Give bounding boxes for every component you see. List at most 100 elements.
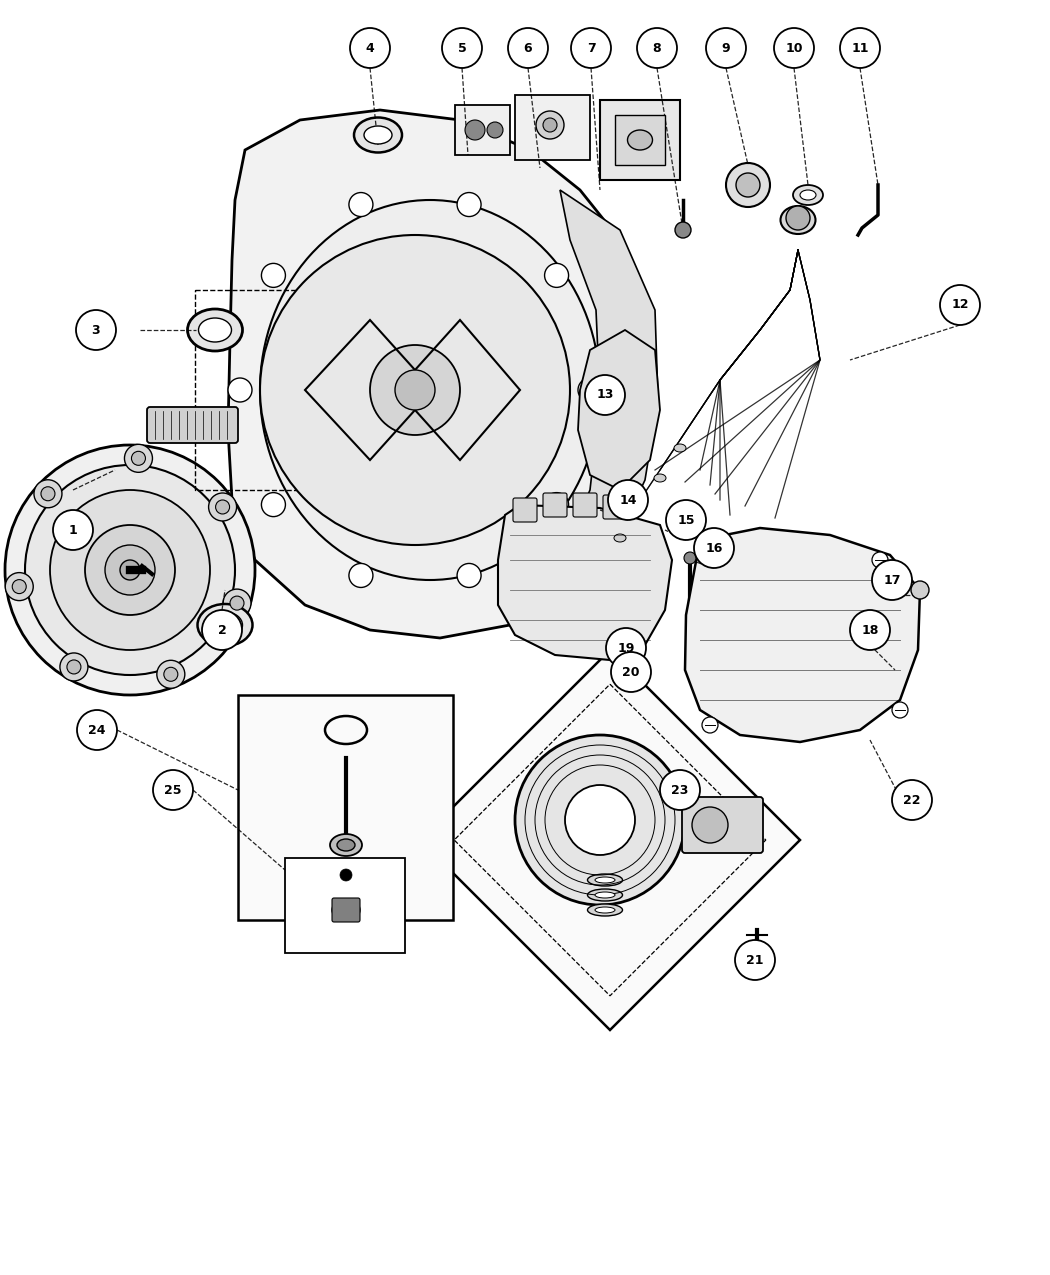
Circle shape — [50, 490, 210, 650]
Circle shape — [578, 377, 602, 402]
FancyBboxPatch shape — [147, 407, 238, 442]
Circle shape — [702, 717, 718, 733]
Circle shape — [105, 544, 155, 595]
Circle shape — [508, 28, 548, 68]
Circle shape — [786, 207, 810, 230]
Circle shape — [153, 770, 193, 810]
Circle shape — [261, 264, 286, 287]
FancyBboxPatch shape — [514, 96, 590, 159]
Ellipse shape — [595, 892, 615, 898]
Polygon shape — [228, 110, 655, 638]
Ellipse shape — [780, 207, 816, 235]
Circle shape — [735, 940, 775, 980]
Circle shape — [5, 572, 34, 601]
Text: 25: 25 — [164, 784, 182, 797]
Circle shape — [215, 500, 230, 514]
Circle shape — [911, 581, 929, 599]
Circle shape — [707, 542, 723, 558]
Text: 9: 9 — [721, 42, 731, 55]
Circle shape — [675, 222, 691, 238]
Text: 14: 14 — [620, 493, 636, 506]
Circle shape — [76, 310, 116, 351]
Circle shape — [442, 28, 482, 68]
Circle shape — [543, 119, 556, 133]
Circle shape — [850, 609, 890, 650]
Circle shape — [706, 28, 746, 68]
Circle shape — [13, 580, 26, 594]
Circle shape — [230, 597, 244, 611]
Text: 5: 5 — [458, 42, 466, 55]
Circle shape — [545, 264, 569, 287]
Ellipse shape — [628, 130, 652, 150]
Circle shape — [223, 589, 251, 617]
Circle shape — [120, 560, 140, 580]
Circle shape — [726, 163, 770, 207]
Circle shape — [60, 653, 88, 681]
Ellipse shape — [595, 877, 615, 884]
Circle shape — [395, 370, 435, 411]
Polygon shape — [420, 650, 800, 1030]
Ellipse shape — [595, 907, 615, 913]
Circle shape — [261, 492, 286, 516]
Ellipse shape — [800, 190, 816, 200]
Text: 22: 22 — [903, 793, 921, 807]
Text: 1: 1 — [68, 524, 78, 537]
Circle shape — [632, 664, 644, 676]
Circle shape — [940, 286, 980, 325]
Text: 19: 19 — [617, 641, 634, 654]
FancyBboxPatch shape — [285, 858, 405, 952]
Circle shape — [209, 493, 236, 521]
FancyBboxPatch shape — [543, 493, 567, 516]
Circle shape — [514, 734, 685, 905]
Circle shape — [684, 552, 696, 564]
Circle shape — [585, 375, 625, 414]
Text: 7: 7 — [587, 42, 595, 55]
Circle shape — [536, 111, 564, 139]
Ellipse shape — [674, 444, 686, 453]
Circle shape — [52, 510, 93, 550]
Ellipse shape — [197, 604, 252, 646]
Circle shape — [228, 377, 252, 402]
Circle shape — [752, 963, 762, 972]
Text: 8: 8 — [653, 42, 662, 55]
FancyBboxPatch shape — [455, 105, 510, 156]
Text: 4: 4 — [365, 42, 375, 55]
Ellipse shape — [188, 309, 243, 351]
Text: 20: 20 — [623, 666, 639, 678]
Circle shape — [571, 28, 611, 68]
Circle shape — [370, 346, 460, 435]
Circle shape — [41, 487, 55, 501]
Circle shape — [457, 193, 481, 217]
Text: 6: 6 — [524, 42, 532, 55]
Circle shape — [340, 870, 352, 881]
Circle shape — [666, 500, 706, 541]
Circle shape — [77, 710, 117, 750]
Polygon shape — [685, 528, 920, 742]
FancyBboxPatch shape — [573, 493, 597, 516]
Text: 13: 13 — [596, 389, 613, 402]
Circle shape — [692, 807, 728, 843]
Circle shape — [156, 660, 185, 689]
Circle shape — [487, 122, 503, 138]
Ellipse shape — [793, 185, 823, 205]
FancyBboxPatch shape — [603, 495, 627, 519]
FancyBboxPatch shape — [600, 99, 680, 180]
Circle shape — [892, 780, 932, 820]
Circle shape — [5, 445, 255, 695]
Circle shape — [465, 120, 485, 140]
Text: 17: 17 — [883, 574, 901, 586]
Circle shape — [260, 235, 570, 544]
Circle shape — [872, 552, 888, 567]
Ellipse shape — [588, 904, 623, 915]
Circle shape — [736, 173, 760, 198]
Text: 16: 16 — [706, 542, 722, 555]
Circle shape — [694, 528, 734, 567]
Circle shape — [660, 770, 700, 810]
Circle shape — [840, 28, 880, 68]
Ellipse shape — [208, 612, 243, 638]
Ellipse shape — [364, 126, 392, 144]
Circle shape — [611, 652, 651, 692]
Circle shape — [349, 193, 373, 217]
Text: 12: 12 — [951, 298, 969, 311]
Text: 24: 24 — [88, 723, 106, 737]
